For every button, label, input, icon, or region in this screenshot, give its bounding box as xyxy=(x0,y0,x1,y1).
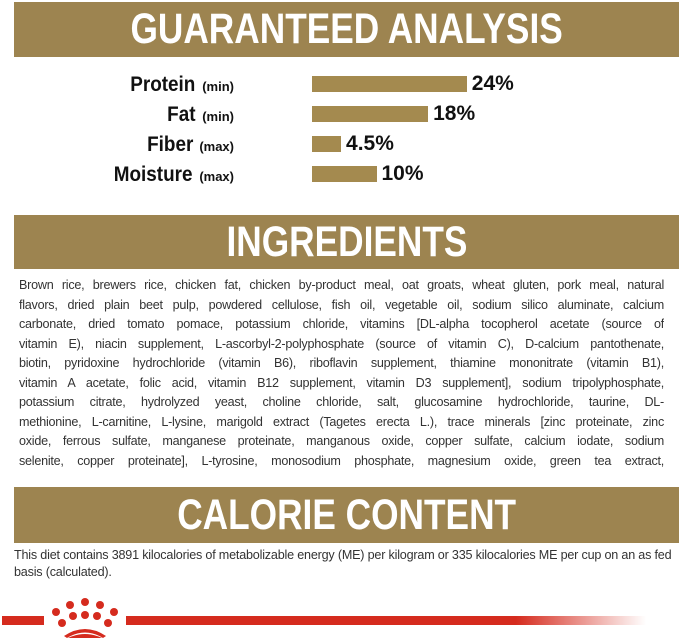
analysis-value: 10% xyxy=(381,162,424,185)
nutrient-qualifier: (max) xyxy=(199,169,234,184)
ingredients-line: potassium citrate, hydrolyzed yeast, cho… xyxy=(19,395,664,409)
red-line-right xyxy=(126,616,646,625)
analysis-label: Fiber (max) xyxy=(142,133,234,157)
ingredients-line: methionine, L-carnitine, L-lysine, marig… xyxy=(19,414,664,429)
calorie-content-text: This diet contains 3891 kilocalories of … xyxy=(14,548,672,579)
ingredients-line: carbonate, dried tomato pomace, potassiu… xyxy=(19,317,664,331)
nutrient-name: Protein xyxy=(130,73,196,96)
analysis-bar xyxy=(312,136,342,152)
analysis-row-moisture: Moisture (max) 10% xyxy=(0,162,679,187)
ingredients-line: selenite, copper proteinate], L-tyrosine… xyxy=(19,453,664,468)
calorie-content-header: CALORIE CONTENT xyxy=(14,487,679,543)
ingredients-line: oxide, ferrous sulfate, manganese protei… xyxy=(19,434,664,448)
ingredients-header: INGREDIENTS xyxy=(14,215,679,269)
ingredients-line: flavors, dried plain beet pulp, powdered… xyxy=(19,297,664,312)
analysis-bar xyxy=(312,76,467,92)
nutrient-name: Fat xyxy=(167,103,196,126)
red-line-left xyxy=(2,616,44,625)
analysis-row-protein: Protein (min) 24% xyxy=(0,72,679,97)
ingredients-line: Brown rice, brewers rice, chicken fat, c… xyxy=(19,278,664,292)
analysis-value: 18% xyxy=(433,102,476,125)
nutrient-qualifier: (min) xyxy=(202,109,234,124)
nutrient-name: Fiber xyxy=(146,133,193,156)
guaranteed-analysis-header: GUARANTEED ANALYSIS xyxy=(14,2,679,57)
analysis-bar xyxy=(312,106,429,122)
analysis-label: Protein (min) xyxy=(123,73,234,97)
analysis-value: 4.5% xyxy=(346,132,394,155)
analysis-row-fat: Fat (min) 18% xyxy=(0,102,679,127)
analysis-label: Fat (min) xyxy=(164,103,234,127)
nutrient-name: Moisture xyxy=(114,163,193,186)
nutrient-qualifier: (min) xyxy=(202,79,234,94)
ingredients-title: INGREDIENTS xyxy=(226,217,467,266)
ingredients-line: biotin, pyridoxine hydrochloride (vitami… xyxy=(19,356,664,370)
analysis-bar xyxy=(312,166,377,182)
analysis-row-fiber: Fiber (max) 4.5% xyxy=(0,132,679,157)
ingredients-line: vitamin E), niacin supplement, L-ascorby… xyxy=(19,336,664,351)
ingredients-text: Brown rice, brewers rice, chicken fat, c… xyxy=(19,276,664,471)
nutrient-qualifier: (max) xyxy=(199,139,234,154)
calorie-content-title: CALORIE CONTENT xyxy=(177,490,516,539)
royal-canin-crown-icon xyxy=(52,598,118,638)
analysis-label: Moisture (max) xyxy=(105,163,234,187)
ingredients-line: vitamin A acetate, folic acid, vitamin B… xyxy=(19,375,664,390)
footer-brand-bar xyxy=(2,598,646,638)
guaranteed-analysis-title: GUARANTEED ANALYSIS xyxy=(130,5,563,53)
analysis-value: 24% xyxy=(471,72,514,95)
